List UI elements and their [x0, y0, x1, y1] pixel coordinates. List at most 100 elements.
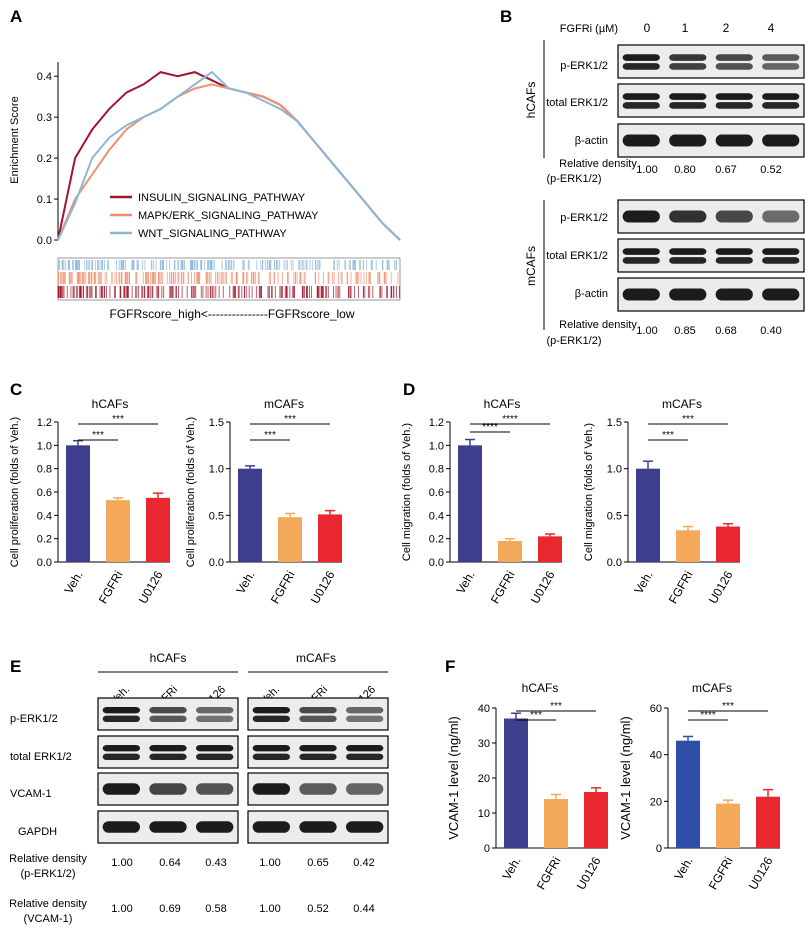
panel-label-c: C: [10, 380, 22, 399]
y-tick-label: 0.2: [429, 534, 444, 546]
group-mcafs-b: mCAFs: [524, 246, 538, 286]
blot-box: [97, 735, 239, 769]
band: [669, 210, 707, 223]
band: [762, 210, 800, 223]
panel-label-e: E: [10, 657, 21, 676]
y-tick-label: 0.4: [37, 510, 52, 522]
e-vcam-m-2: 0.44: [353, 903, 374, 915]
band-lower: [149, 753, 187, 760]
band-lower: [196, 753, 234, 760]
band: [299, 783, 337, 795]
y-tick-label: 0.0: [607, 557, 622, 569]
band-upper: [715, 54, 753, 61]
x-tick-label: U0126: [308, 568, 338, 606]
band: [715, 210, 753, 223]
band-lower: [762, 63, 800, 70]
y-tick-label: 1.0: [209, 464, 224, 476]
y-tick-label: 0.8: [37, 464, 52, 476]
b-density-m-0: 1.00: [636, 325, 657, 337]
band-lower: [102, 753, 140, 760]
chart-title: hCAFs: [522, 681, 559, 695]
y-tick-label: 0: [484, 843, 490, 855]
band: [149, 821, 187, 833]
bar-chart-f-hcafs: hCAFs VCAM-1 level (ng/ml) 0 10 20 30 40 Veh.…: [446, 681, 608, 892]
b-density-m-3: 0.40: [760, 325, 781, 337]
bar-fgfri: [278, 517, 302, 562]
band: [102, 783, 140, 795]
e-row-total: total ERK1/2: [10, 751, 72, 763]
x-tick-label: U0126: [574, 854, 604, 892]
band: [299, 821, 337, 833]
dose-0: 0: [644, 21, 651, 35]
chart-ylabel: VCAM-1 level (ng/ml): [618, 716, 633, 840]
e-perk-m-2: 0.42: [353, 857, 374, 869]
band: [252, 821, 290, 833]
y-tick-label: 0.6: [429, 487, 444, 499]
legend-insulin-label: INSULIN_SIGNALING_PATHWAY: [138, 192, 306, 204]
blot-box: [247, 697, 389, 731]
band-lower: [715, 63, 753, 70]
y-tick-label: 0.6: [37, 487, 52, 499]
e-vcam-h-2: 0.58: [205, 903, 226, 915]
band-lower: [622, 63, 660, 70]
y-tick-label: 30: [478, 738, 490, 750]
y-tick-label: 0.2: [37, 534, 52, 546]
bar-chart-c-mcafs: mCAFs Cell proliferation (folds of Veh.)…: [185, 397, 342, 606]
treatment-label: FGFRi (µM): [560, 23, 618, 35]
dose-3: 4: [768, 21, 775, 35]
band-lower: [622, 257, 660, 264]
bar-veh: [238, 468, 262, 562]
band-upper: [762, 54, 800, 61]
y-tick-label: 10: [478, 808, 490, 820]
b-density-h-3: 0.52: [760, 164, 781, 176]
x-tick-label: Veh.: [61, 569, 85, 597]
y-tick-label: 1.5: [209, 417, 224, 429]
e-vcam-h-1: 0.69: [159, 903, 180, 915]
band-upper: [102, 744, 140, 752]
sig-label: ****: [502, 414, 518, 425]
chart-title: hCAFs: [484, 397, 521, 411]
sig-label: ***: [550, 701, 562, 712]
y-tick-label: 0.4: [37, 71, 52, 83]
b-density-h-0: 1.00: [636, 164, 657, 176]
sig-label: ****: [700, 710, 716, 721]
bar-veh: [504, 718, 528, 848]
b-density-m-1: 0.85: [674, 325, 695, 337]
y-tick-label: 0.8: [429, 464, 444, 476]
e-row-vcam: VCAM-1: [10, 788, 52, 800]
y-tick-label: 0.0: [37, 235, 52, 247]
band-upper: [622, 54, 660, 61]
e-vcam-m-0: 1.00: [259, 903, 280, 915]
x-tick-label: Veh.: [631, 569, 655, 597]
band-lower: [669, 63, 707, 70]
band-upper: [252, 744, 290, 752]
b-density-h-2: 0.67: [715, 164, 736, 176]
chart-ylabel: Cell migration (folds of Veh.): [401, 423, 413, 561]
band-lower: [102, 715, 140, 722]
panel-label-a: A: [10, 7, 22, 26]
bar-fgfri: [498, 541, 522, 562]
band-upper: [622, 93, 660, 100]
b-row-total-m: total ERK1/2: [546, 250, 608, 262]
band-lower: [299, 753, 337, 760]
e-perk-h-1: 0.64: [159, 857, 180, 869]
band: [715, 134, 753, 147]
chart-title: mCAFs: [264, 397, 304, 411]
dose-2: 2: [723, 21, 730, 35]
dose-1: 1: [682, 21, 689, 35]
bar-u0126: [756, 796, 780, 848]
e-density1-label-2: (p-ERK1/2): [20, 868, 75, 880]
band-lower: [196, 715, 234, 722]
y-tick-label: 20: [478, 773, 490, 785]
y-tick-label: 0.1: [37, 194, 52, 206]
bar-chart-c-hcafs: hCAFs Cell proliferation (folds of Veh.)…: [9, 397, 170, 606]
bar-chart-d-mcafs: mCAFs Cell migration (folds of Veh.) 0.0…: [583, 397, 740, 606]
band: [715, 288, 753, 301]
wnt-series-line: [57, 70, 401, 241]
y-tick-label: 1.0: [37, 440, 52, 452]
band-upper: [299, 706, 337, 714]
y-tick-label: 0.5: [607, 510, 622, 522]
x-tick-label: FGFRi: [96, 569, 126, 607]
gsea-panel: Enrichment Score INSULIN_SIGNALING_PATHW…: [9, 62, 401, 321]
e-vcam-h-0: 1.00: [111, 903, 132, 915]
